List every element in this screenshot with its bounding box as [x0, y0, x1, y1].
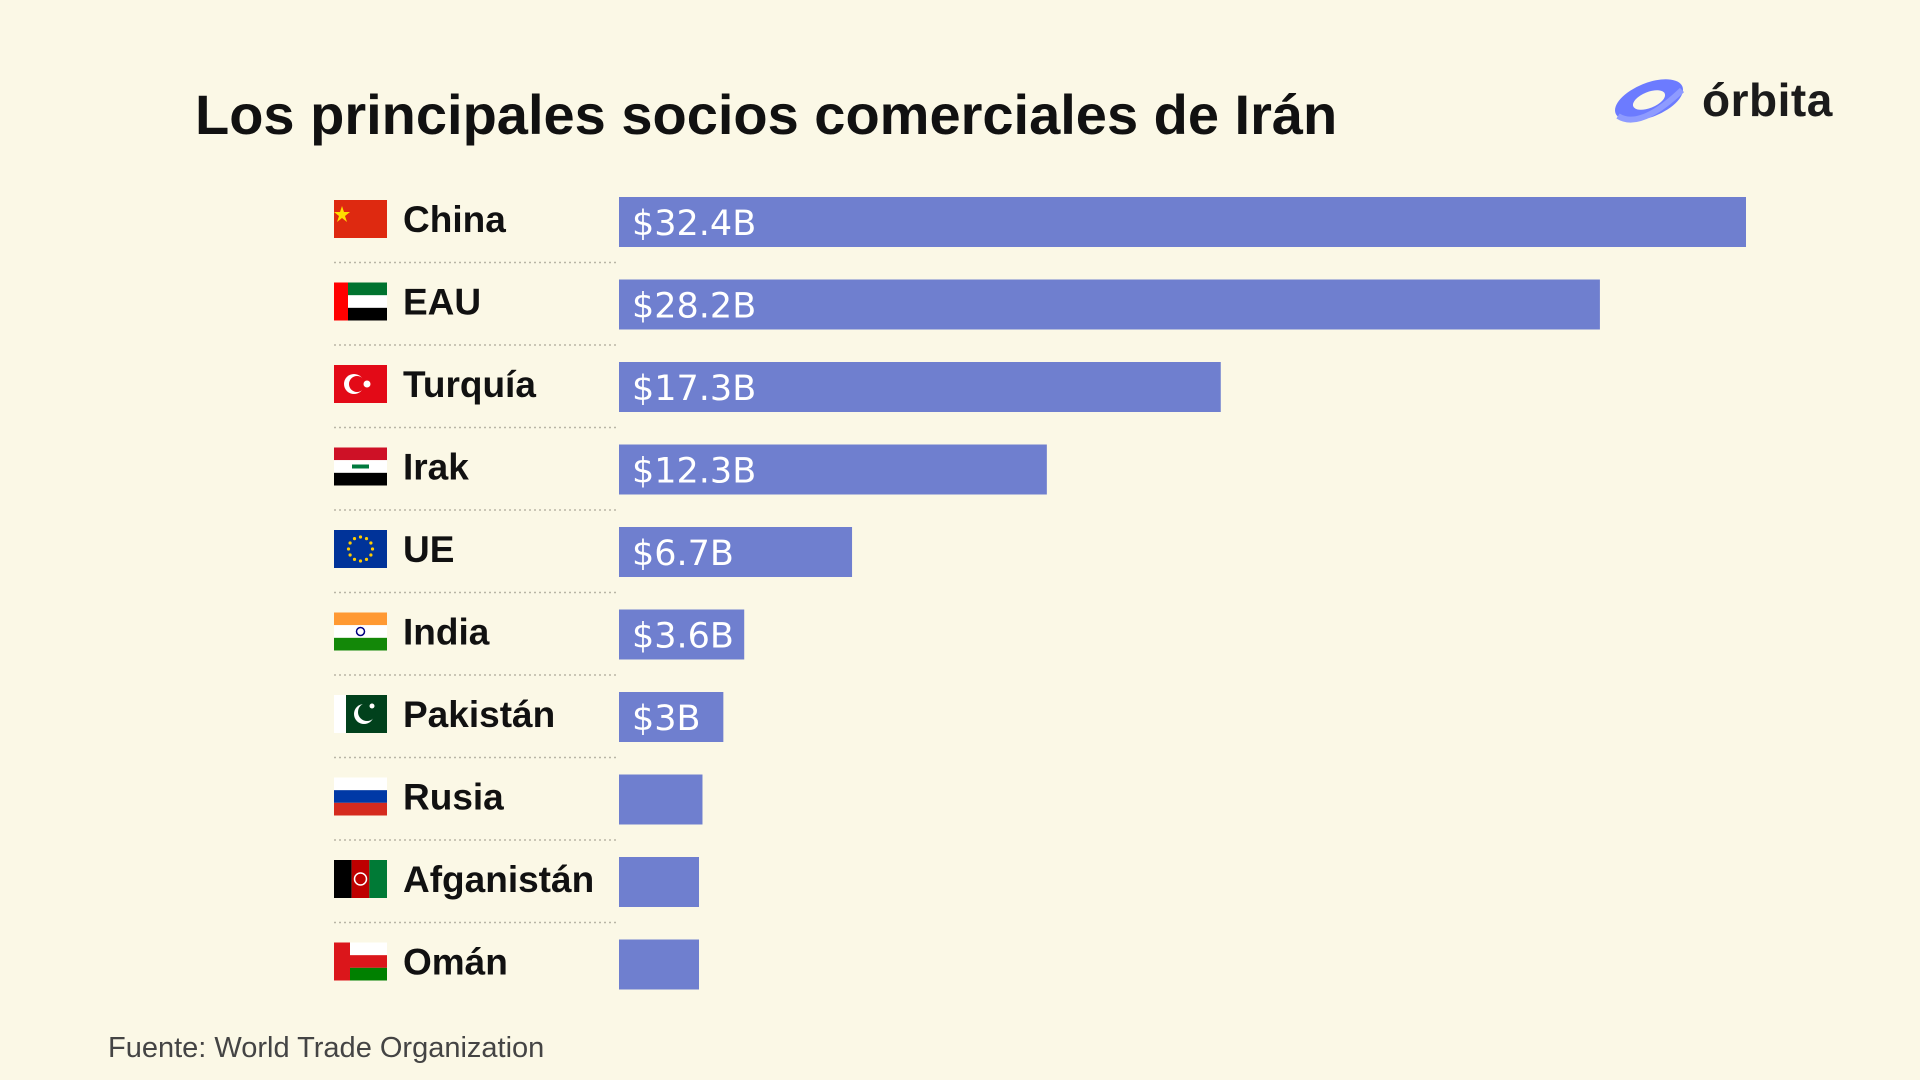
bar: [619, 279, 1600, 330]
uae-flag-icon: [334, 282, 387, 321]
category-label: Rusia: [403, 777, 504, 818]
eu-flag-icon: [334, 530, 387, 568]
iraq-flag-icon: [334, 447, 387, 486]
pakistan-flag-icon: [334, 695, 387, 733]
brand-logo: órbita: [1610, 72, 1833, 128]
bar: [619, 527, 853, 577]
source-note: Fuente: World Trade Organization: [108, 1032, 545, 1064]
russia-flag-icon: [334, 777, 387, 816]
value-label: $28.2B: [632, 287, 756, 327]
turkey-flag-icon: [334, 365, 387, 403]
afghanistan-flag-icon: [334, 860, 387, 898]
category-label: UE: [403, 529, 454, 570]
category-label: Turquía: [403, 364, 536, 405]
category-label: Afganistán: [403, 859, 594, 900]
category-label: Pakistán: [403, 694, 555, 735]
value-label: $3.6B: [632, 617, 734, 657]
chart-title: Los principales socios comerciales de Ir…: [195, 83, 1338, 146]
bar: [619, 444, 1047, 495]
india-flag-icon: [334, 612, 387, 651]
bar: [619, 609, 745, 660]
value-label: $12.3B: [632, 452, 756, 492]
bar: [619, 857, 700, 907]
category-label: Irak: [403, 447, 469, 488]
oman-flag-icon: [334, 942, 387, 981]
china-flag-icon: [334, 200, 387, 238]
bar: [619, 939, 700, 990]
value-label: $32.4B: [632, 204, 756, 244]
value-label: $6.7B: [632, 534, 734, 574]
category-label: EAU: [403, 282, 481, 323]
brand-name: órbita: [1702, 74, 1833, 126]
orbit-logo-icon: [1615, 79, 1685, 123]
bar: [619, 362, 1221, 412]
category-label: China: [403, 199, 506, 240]
value-label: $17.3B: [632, 369, 756, 409]
bar: [619, 197, 1746, 247]
bar: [619, 692, 724, 742]
category-label: India: [403, 612, 490, 653]
value-label: $3B: [632, 699, 701, 739]
category-label: Omán: [403, 942, 508, 983]
bar: [619, 774, 703, 825]
